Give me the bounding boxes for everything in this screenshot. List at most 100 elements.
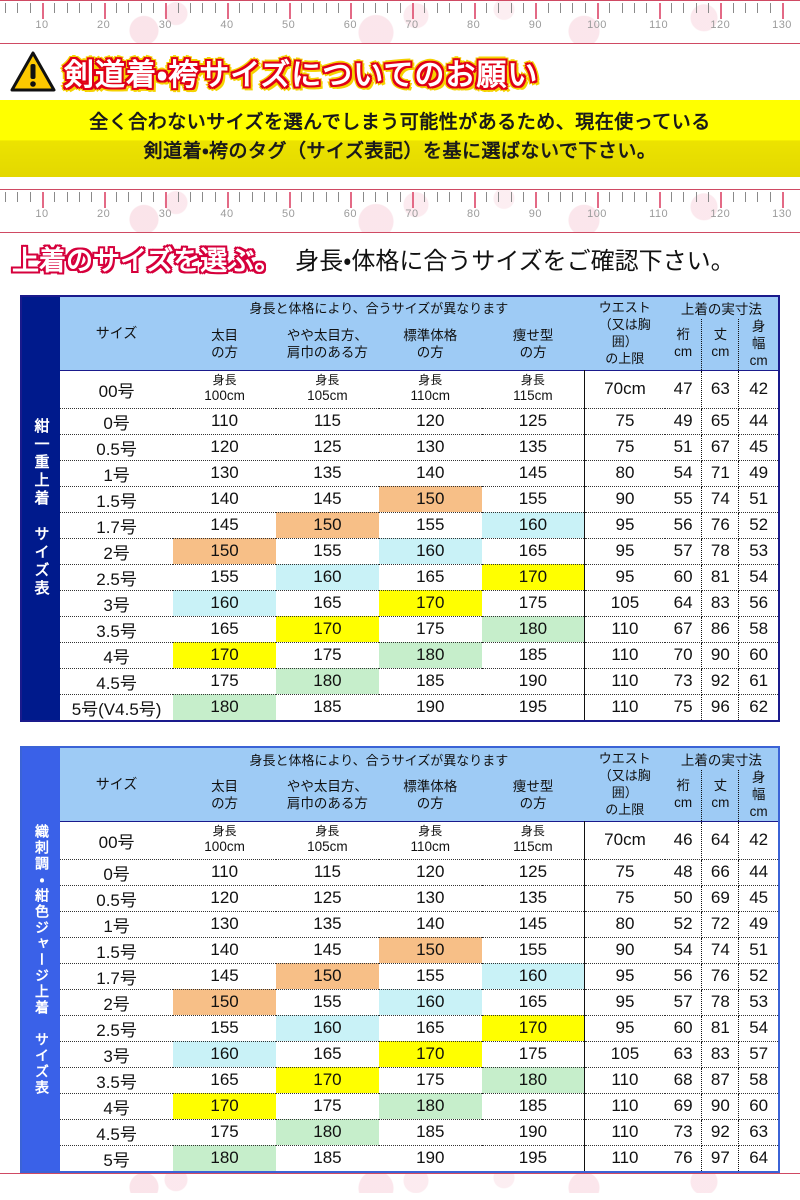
ruler-major-tick (720, 3, 723, 19)
cell-height-2: 130 (378, 885, 482, 912)
ruler-minor-tick (757, 3, 759, 13)
ruler-minor-tick (239, 3, 241, 13)
table-row: 4.5号 175 180 185 190 110 73 92 61 (60, 668, 778, 695)
cell-waist: 70cm (584, 820, 665, 860)
cell-measure-2: 64 (749, 1148, 769, 1168)
cell-measure-0: 54 (664, 937, 703, 964)
table-row: 4号 170 175 180 185 110 70 90 60 (60, 642, 778, 669)
ruler-label: 60 (343, 207, 357, 220)
ruler-minor-tick (128, 3, 130, 13)
col-header-measure-2: 身幅 cm (738, 770, 778, 822)
cell-height-2: 170 (378, 590, 482, 617)
ruler-major-tick (535, 3, 538, 19)
cell-height-3: 180 (481, 616, 586, 643)
ruler-major-tick (103, 191, 106, 208)
size-table-block-1: 紺一重上着 サイズ表 サイズ 身長と体格により、合うサイズが異なります ウエスト （又… (20, 294, 780, 722)
cell-measure-0: 68 (664, 1067, 703, 1094)
ruler-label: 10 (35, 19, 49, 31)
cell-size: 0.5号 (60, 434, 174, 461)
cell-height-3: 160 (481, 512, 586, 539)
ruler-minor-tick (29, 191, 31, 202)
cell-waist: 95 (584, 538, 665, 565)
ruler-minor-tick (732, 191, 734, 202)
cell-waist: 90 (584, 937, 665, 964)
ruler-minor-tick (708, 191, 709, 202)
cell-measure-1: 90 (701, 1093, 740, 1120)
ruler-minor-tick (276, 191, 278, 202)
cell-measure-2: 52 (738, 512, 778, 539)
cell-measure-1: 87 (701, 1067, 740, 1094)
cell-measure-0: 73 (664, 668, 703, 695)
cell-measure-1: 69 (701, 885, 740, 912)
ruler-minor-tick (486, 191, 487, 202)
cell-height-0: 180 (173, 1145, 276, 1172)
cell-height-3: 155 (481, 937, 586, 964)
cell-measure-2: 49 (738, 460, 778, 487)
ruler-minor-tick (424, 191, 426, 202)
cell-measure-1: 83 (701, 1041, 740, 1068)
ruler-label: 120 (710, 19, 731, 31)
ruler-label: 40 (220, 19, 234, 31)
cell-height-2: 身長 110cm (378, 820, 482, 860)
sakura-pattern-3 (0, 1174, 800, 1194)
cell-measure-2: 53 (738, 989, 778, 1016)
size-table-1: サイズ 身長と体格により、合うサイズが異なります ウエスト （又は胸 囲） の上限 上着の実… (60, 296, 778, 720)
ruler-major-tick (473, 191, 476, 208)
cell-height-3: 190 (481, 1119, 586, 1146)
ruler-label: 100 (587, 207, 607, 220)
cell-height-0: 110 (173, 408, 276, 435)
col-header-body-span: 身長と体格により、合うサイズが異なります (173, 296, 585, 319)
cell-measure-0: 73 (664, 1119, 703, 1146)
cell-measure-0: 57 (664, 989, 703, 1016)
cell-measure-1: 86 (701, 616, 740, 643)
ruler-minor-tick (523, 191, 524, 202)
cell-measure-2: 53 (738, 538, 778, 565)
cell-size: 4号 (60, 1093, 174, 1120)
cell-measure-2: 52 (738, 963, 778, 990)
cell-height-3: 身長 115cm (481, 820, 586, 860)
cell-size: 4.5号 (60, 1119, 174, 1146)
cell-waist: 95 (584, 512, 665, 539)
cell-measure-0: 60 (664, 1015, 703, 1042)
col-header-bodytype-2: 標準体格 の方 (378, 770, 482, 822)
cell-height-2: 155 (378, 963, 482, 990)
size-table-2: サイズ 身長と体格により、合うサイズが異なります ウエスト （又は胸 囲） の上限 上着の実… (60, 748, 778, 1172)
ruler-minor-tick (190, 191, 191, 202)
cell-size: 2号 (60, 538, 174, 565)
ruler-minor-tick (745, 3, 746, 13)
cell-height-1: 180 (276, 1119, 379, 1146)
ruler-ticks-2: 10 20 30 40 50 60 70 80 90 100 110 120 130 (0, 190, 800, 232)
page-title: 剣道着・袴サイズについてのお願い (64, 58, 539, 93)
table-row: 3号 160 165 170 175 105 63 83 57 (60, 1041, 778, 1068)
cell-measure-1: 81 (701, 564, 740, 591)
cell-waist: 110 (611, 697, 639, 717)
cell-size: 4.5号 (60, 668, 174, 695)
cell-size: 1.5号 (60, 486, 174, 513)
cell-measure-2: 54 (738, 564, 778, 591)
table-row: 2.5号 155 160 165 170 95 60 81 54 (60, 1015, 778, 1042)
cell-height-2: 身長 110cm (378, 369, 482, 409)
ruler-minor-tick (671, 3, 672, 13)
cell-height-3: 145 (481, 911, 586, 938)
cell-height-0: 175 (173, 1119, 276, 1146)
ruler-minor-tick (177, 3, 179, 13)
ruler-label: 90 (528, 207, 542, 220)
cell-waist: 110 (584, 616, 665, 643)
cell-height-0: 180 (173, 694, 276, 720)
cell-waist: 110 (584, 668, 665, 695)
cell-measure-0: 55 (664, 486, 703, 513)
ruler-minor-tick (313, 3, 315, 13)
cell-height-2: 120 (378, 859, 482, 886)
cell-waist: 110 (584, 1067, 665, 1094)
cell-height-2: 160 (378, 538, 482, 565)
cell-height-1: 145 (276, 486, 379, 513)
cell-height-1: 175 (276, 642, 379, 669)
table-gap (0, 722, 800, 736)
ruler-minor-tick (695, 191, 697, 202)
cell-height-1: 180 (276, 668, 379, 695)
ruler-minor-tick (745, 191, 746, 202)
ruler-minor-tick (214, 191, 216, 202)
ruler-minor-tick (362, 191, 364, 202)
ruler-minor-tick (498, 191, 500, 202)
cell-height-3: 135 (481, 885, 586, 912)
